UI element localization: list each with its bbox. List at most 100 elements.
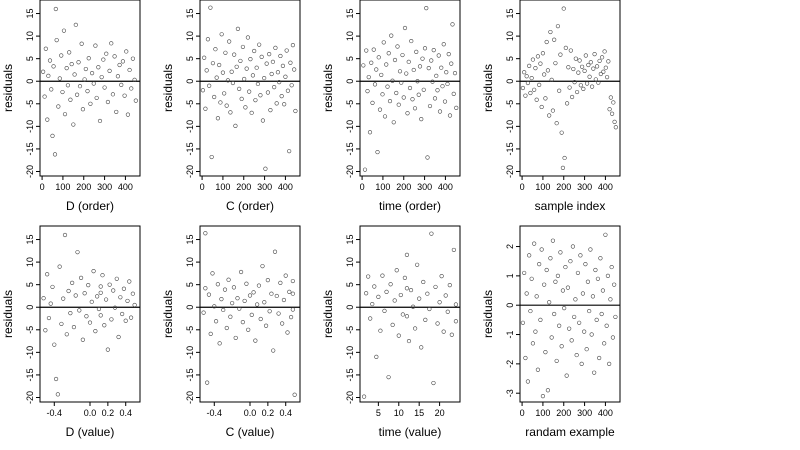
x-tick-label: 400 — [278, 182, 293, 192]
data-point — [54, 38, 59, 43]
data-point — [277, 80, 282, 85]
data-point — [384, 62, 389, 67]
data-point — [230, 301, 235, 306]
data-point — [540, 51, 546, 56]
data-point — [589, 84, 595, 89]
data-point — [420, 56, 425, 61]
x-tick-label: 5 — [376, 408, 381, 418]
data-point — [280, 321, 285, 326]
y-tick-label: 10 — [345, 257, 355, 267]
data-point — [584, 347, 589, 352]
data-point — [394, 268, 399, 273]
data-point — [602, 49, 607, 54]
data-point — [547, 113, 552, 118]
data-point — [67, 50, 72, 55]
data-point — [554, 358, 559, 364]
data-point — [244, 281, 249, 286]
data-point — [222, 91, 227, 96]
data-point — [571, 66, 576, 72]
data-point — [597, 58, 602, 64]
data-point — [523, 93, 528, 98]
data-point — [382, 308, 387, 313]
data-point — [96, 65, 101, 70]
data-point — [263, 323, 269, 328]
data-point — [229, 69, 234, 74]
data-point — [203, 106, 208, 111]
data-point — [441, 42, 446, 47]
data-point — [124, 49, 129, 54]
y-tick-label: -5 — [345, 326, 355, 334]
data-point — [242, 76, 247, 82]
plot-frame — [39, 225, 141, 403]
data-point — [68, 310, 73, 316]
y-tick-label: 15 — [25, 235, 35, 245]
data-point — [206, 292, 212, 297]
data-point — [543, 350, 548, 355]
data-point — [88, 101, 93, 106]
data-point — [374, 354, 379, 359]
y-tick-label: -15 — [345, 368, 355, 381]
data-point — [207, 83, 212, 88]
data-point — [401, 95, 406, 100]
data-point — [215, 282, 220, 287]
data-point — [292, 392, 297, 397]
y-axis-title: residuals — [481, 64, 495, 112]
data-point — [530, 341, 536, 346]
y-axis-title: residuals — [161, 290, 175, 338]
data-point — [267, 309, 272, 314]
data-point — [600, 288, 606, 293]
data-point — [287, 149, 292, 154]
data-point — [605, 273, 611, 278]
data-point — [205, 37, 211, 42]
data-point — [404, 314, 410, 319]
data-point — [417, 64, 423, 69]
data-point — [231, 285, 237, 290]
data-point — [235, 26, 241, 31]
data-point — [283, 273, 288, 278]
data-point — [538, 317, 543, 322]
data-point — [370, 100, 375, 105]
data-point — [559, 130, 564, 135]
x-axis-title: time (order) — [379, 199, 441, 213]
data-point — [73, 293, 78, 298]
data-point — [608, 297, 613, 302]
data-point — [205, 380, 210, 385]
y-tick-label: 0 — [25, 305, 35, 310]
data-point — [283, 74, 288, 79]
y-tick-label: -15 — [505, 142, 515, 155]
data-point — [437, 109, 443, 114]
data-point — [399, 80, 404, 85]
data-point — [550, 238, 556, 243]
x-axis-title: C (order) — [226, 199, 274, 213]
data-point — [597, 355, 602, 361]
data-point — [522, 70, 527, 75]
data-point — [603, 232, 608, 237]
data-point — [107, 68, 112, 73]
data-point — [209, 154, 214, 160]
data-point — [263, 166, 268, 171]
y-tick-label: -20 — [185, 391, 195, 404]
x-tick-label: 200 — [556, 182, 571, 192]
data-point — [253, 338, 258, 343]
data-point — [612, 282, 617, 287]
data-point — [79, 41, 84, 46]
data-point — [384, 289, 389, 294]
data-point — [416, 92, 421, 97]
data-point — [613, 125, 618, 130]
x-tick-label: 200 — [556, 408, 571, 418]
data-point — [102, 323, 107, 328]
data-point — [132, 302, 137, 308]
data-point — [390, 322, 395, 327]
data-point — [564, 373, 569, 378]
data-point — [52, 152, 58, 157]
y-tick-label: -20 — [345, 165, 355, 178]
scatter-panel-p4: 0 100 200 300 400 -20 -15 -10 -5 0 5 10 15 sample ind… — [481, 0, 621, 213]
data-point — [238, 269, 244, 275]
x-axis-title: time (value) — [379, 425, 442, 439]
data-point — [375, 149, 380, 155]
y-tick-label: -5 — [25, 100, 35, 108]
data-point — [590, 294, 596, 299]
data-point — [574, 352, 579, 358]
y-tick-label: 1 — [505, 273, 515, 278]
data-point — [240, 320, 245, 325]
